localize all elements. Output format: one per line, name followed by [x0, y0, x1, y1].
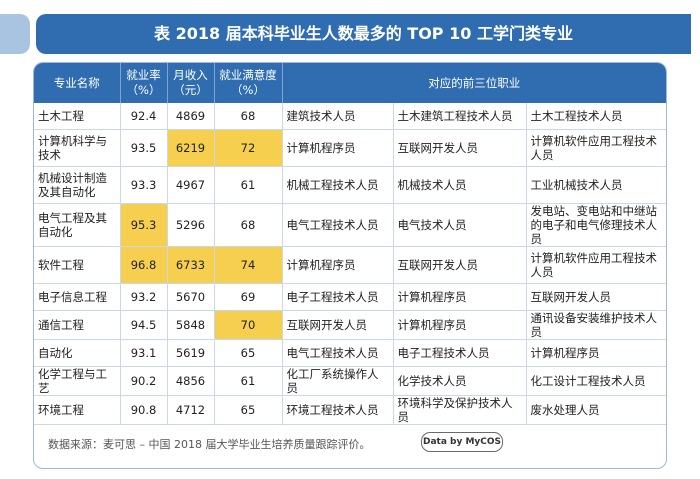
cell-rate: 93.3 [120, 166, 168, 204]
cell-job-2: 互联网开发人员 [393, 246, 527, 284]
cell-job-1: 建筑技术人员 [282, 103, 394, 130]
cell-job-1: 机械工程技术人员 [282, 166, 394, 204]
cell-job-3: 发电站、变电站和中继站的电子和电气修理技术人员 [526, 203, 666, 247]
cell-job-1: 电气工程技术人员 [282, 339, 394, 367]
cell-major: 机械设计制造及其自动化 [34, 166, 121, 204]
cell-rate: 93.1 [120, 339, 168, 367]
cell-rate: 93.2 [120, 283, 168, 311]
cell-income: 4869 [167, 103, 215, 130]
cell-satisfaction: 65 [214, 395, 283, 425]
cell-job-3: 互联网开发人员 [526, 283, 666, 311]
cell-job-2: 互联网开发人员 [393, 129, 527, 167]
header-top-jobs: 对应的前三位职业 [282, 63, 666, 103]
cell-job-2: 化学技术人员 [393, 366, 527, 396]
cell-major: 化学工程与工艺 [34, 366, 121, 396]
cell-rate: 90.2 [120, 366, 168, 396]
cell-job-2: 计算机程序员 [393, 310, 527, 340]
majors-table: 专业名称 就业率 （%） 月收入 （元） 就业满意度 （%） 对应的前三位职业 土木工… [34, 63, 666, 425]
cell-major: 计算机科学与技术 [34, 129, 121, 167]
cell-job-2: 电子工程技术人员 [393, 339, 527, 367]
page-title: 表 2018 届本科毕业生人数最多的 TOP 10 工学门类专业 [36, 14, 691, 54]
table-row: 通信工程 94.5 5848 70 互联网开发人员 计算机程序员 通讯设备安装维… [34, 310, 666, 340]
cell-satisfaction: 61 [214, 166, 283, 204]
cell-job-3: 通讯设备安装维护技术人员 [526, 310, 666, 340]
table-row: 自动化 93.1 5619 65 电气工程技术人员 电子工程技术人员 计算机程序… [34, 339, 666, 367]
cell-job-1: 计算机程序员 [282, 129, 394, 167]
table-row: 电子信息工程 93.2 5670 69 电子工程技术人员 计算机程序员 互联网开… [34, 283, 666, 311]
table-row: 机械设计制造及其自动化 93.3 4967 61 机械工程技术人员 机械技术人员… [34, 166, 666, 204]
title-band: 表 2018 届本科毕业生人数最多的 TOP 10 工学门类专业 [0, 14, 700, 54]
cell-job-2: 电气技术人员 [393, 203, 527, 247]
cell-job-1: 电子工程技术人员 [282, 283, 394, 311]
cell-satisfaction: 69 [214, 283, 283, 311]
cell-major: 软件工程 [34, 246, 121, 284]
cell-satisfaction: 61 [214, 366, 283, 396]
cell-job-1: 计算机程序员 [282, 246, 394, 284]
cell-income: 6219 [167, 129, 215, 167]
cell-job-1: 电气工程技术人员 [282, 203, 394, 247]
cell-job-3: 计算机软件应用工程技术人员 [526, 246, 666, 284]
table-row: 土木工程 92.4 4869 68 建筑技术人员 土木建筑工程技术人员 土木工程… [34, 103, 666, 130]
header-satisfaction: 就业满意度 （%） [214, 63, 283, 103]
cell-job-2: 环境科学及保护技术人员 [393, 395, 527, 425]
table-row: 软件工程 96.8 6733 74 计算机程序员 互联网开发人员 计算机软件应用… [34, 246, 666, 284]
cell-job-1: 互联网开发人员 [282, 310, 394, 340]
cell-income: 5296 [167, 203, 215, 247]
table-row: 化学工程与工艺 90.2 4856 61 化工厂系统操作人员 化学技术人员 化工… [34, 366, 666, 396]
title-tab-decoration [0, 14, 30, 54]
cell-income: 5670 [167, 283, 215, 311]
cell-job-2: 土木建筑工程技术人员 [393, 103, 527, 130]
cell-major: 自动化 [34, 339, 121, 367]
cell-rate: 90.8 [120, 395, 168, 425]
table-row: 环境工程 90.8 4712 65 环境工程技术人员 环境科学及保护技术人员 废… [34, 395, 666, 425]
cell-rate: 95.3 [120, 203, 168, 247]
mycos-logo: Data by MyCOS [421, 432, 503, 452]
cell-job-2: 计算机程序员 [393, 283, 527, 311]
cell-rate: 96.8 [120, 246, 168, 284]
cell-satisfaction: 70 [214, 310, 283, 340]
cell-major: 通信工程 [34, 310, 121, 340]
cell-satisfaction: 72 [214, 129, 283, 167]
cell-job-3: 土木工程技术人员 [526, 103, 666, 130]
cell-major: 电子信息工程 [34, 283, 121, 311]
cell-job-3: 计算机程序员 [526, 339, 666, 367]
cell-major: 土木工程 [34, 103, 121, 130]
source-note: 数据来源：麦可思 – 中国 2018 届大学毕业生培养质量跟踪评价。 [48, 438, 371, 451]
header-major: 专业名称 [34, 63, 121, 103]
cell-satisfaction: 65 [214, 339, 283, 367]
cell-job-3: 计算机软件应用工程技术人员 [526, 129, 666, 167]
cell-income: 4856 [167, 366, 215, 396]
cell-rate: 94.5 [120, 310, 168, 340]
cell-satisfaction: 74 [214, 246, 283, 284]
cell-income: 5619 [167, 339, 215, 367]
table-header-row: 专业名称 就业率 （%） 月收入 （元） 就业满意度 （%） 对应的前三位职业 [34, 63, 666, 103]
cell-job-3: 废水处理人员 [526, 395, 666, 425]
cell-job-1: 环境工程技术人员 [282, 395, 394, 425]
table-card: 专业名称 就业率 （%） 月收入 （元） 就业满意度 （%） 对应的前三位职业 土木工… [33, 62, 667, 469]
header-monthly-income: 月收入 （元） [167, 63, 215, 103]
cell-income: 5848 [167, 310, 215, 340]
cell-income: 6733 [167, 246, 215, 284]
cell-satisfaction: 68 [214, 103, 283, 130]
cell-job-2: 机械技术人员 [393, 166, 527, 204]
cell-job-1: 化工厂系统操作人员 [282, 366, 394, 396]
cell-rate: 93.5 [120, 129, 168, 167]
cell-major: 环境工程 [34, 395, 121, 425]
cell-income: 4712 [167, 395, 215, 425]
header-employment-rate: 就业率 （%） [120, 63, 168, 103]
cell-job-3: 化工设计工程技术人员 [526, 366, 666, 396]
cell-satisfaction: 68 [214, 203, 283, 247]
cell-major: 电气工程及其自动化 [34, 203, 121, 247]
table-row: 电气工程及其自动化 95.3 5296 68 电气工程技术人员 电气技术人员 发… [34, 203, 666, 247]
table-row: 计算机科学与技术 93.5 6219 72 计算机程序员 互联网开发人员 计算机… [34, 129, 666, 167]
cell-income: 4967 [167, 166, 215, 204]
cell-job-3: 工业机械技术人员 [526, 166, 666, 204]
cell-rate: 92.4 [120, 103, 168, 130]
